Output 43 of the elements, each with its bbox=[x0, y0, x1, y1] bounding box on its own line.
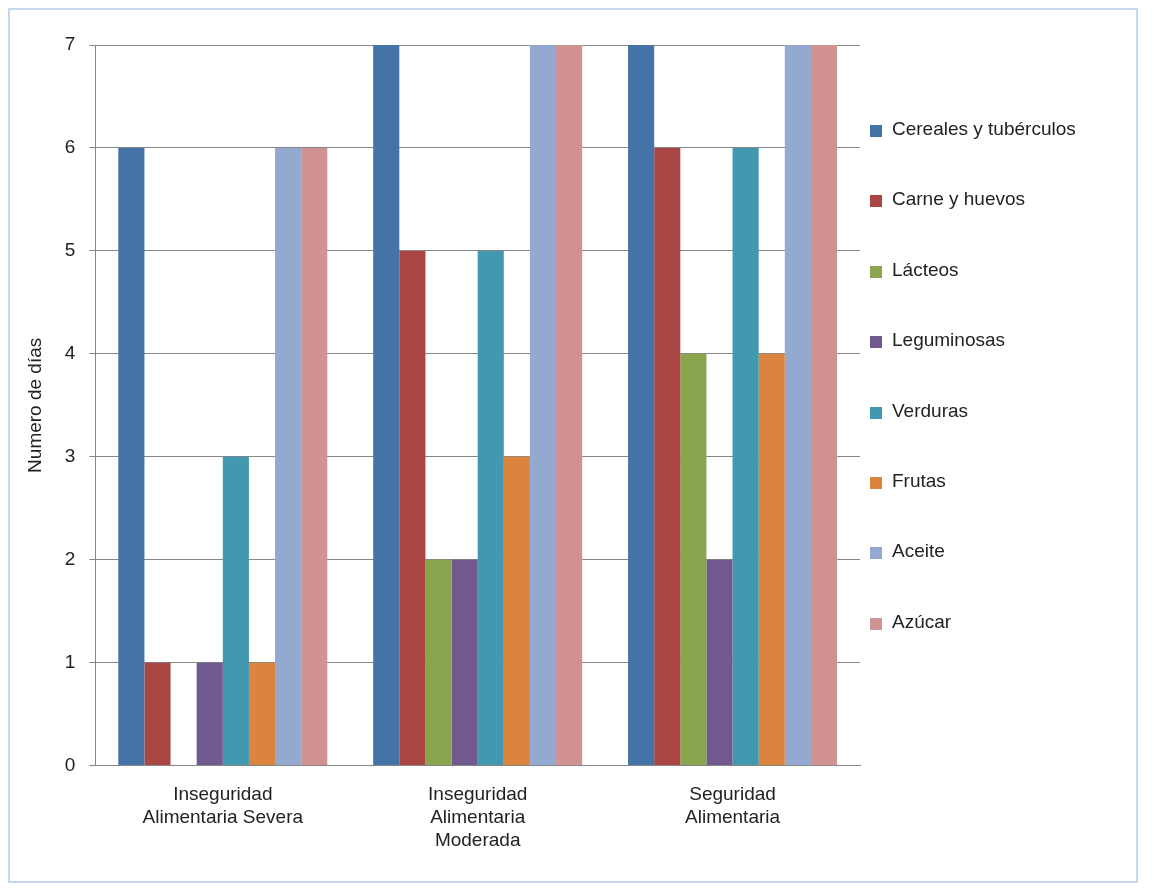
y-tick-label: 1 bbox=[64, 650, 76, 672]
bar bbox=[144, 662, 171, 766]
bar bbox=[196, 662, 223, 766]
bar bbox=[222, 456, 249, 766]
x-tick-label: Inseguridad Alimentaria Moderada bbox=[428, 783, 528, 850]
y-tick-label: 4 bbox=[64, 342, 76, 364]
y-tick-label: 2 bbox=[64, 547, 76, 569]
y-tick-label: 3 bbox=[64, 445, 76, 467]
bar bbox=[654, 147, 681, 766]
legend-label: Carne y huevos bbox=[892, 187, 1027, 212]
bar bbox=[529, 45, 557, 766]
bar bbox=[425, 559, 452, 766]
legend-label: Aceite bbox=[892, 539, 946, 564]
y-axis-title: Numero de días bbox=[23, 337, 45, 473]
bar bbox=[758, 353, 785, 766]
legend-label: Azúcar bbox=[892, 609, 953, 634]
bar bbox=[301, 147, 328, 766]
bar bbox=[732, 147, 759, 766]
bar bbox=[556, 45, 583, 766]
legend-label: Verduras bbox=[892, 398, 970, 423]
bar bbox=[118, 147, 145, 766]
y-tick-label: 5 bbox=[64, 239, 76, 261]
bar bbox=[706, 559, 733, 766]
legend-label: Frutas bbox=[892, 468, 947, 493]
x-tick-label: Inseguridad Alimentaria Severa bbox=[142, 783, 304, 828]
bar bbox=[373, 45, 400, 766]
bar bbox=[810, 45, 838, 766]
legend-label: Leguminosas bbox=[892, 328, 1007, 353]
bar bbox=[275, 147, 302, 766]
x-tick-label: Seguridad Alimentaria bbox=[685, 783, 781, 828]
legend-label: Cereales y tubérculos bbox=[892, 117, 1077, 141]
bar bbox=[680, 353, 707, 766]
bar bbox=[399, 250, 426, 766]
bar bbox=[503, 456, 530, 766]
y-tick-label: 0 bbox=[64, 753, 76, 775]
y-tick-label: 7 bbox=[64, 33, 76, 55]
bar bbox=[784, 45, 811, 766]
bar bbox=[248, 662, 276, 766]
bar bbox=[477, 250, 504, 766]
bar bbox=[628, 45, 655, 766]
y-tick-label: 6 bbox=[64, 136, 76, 158]
legend-label: Lácteos bbox=[892, 257, 960, 282]
bar bbox=[451, 559, 478, 766]
